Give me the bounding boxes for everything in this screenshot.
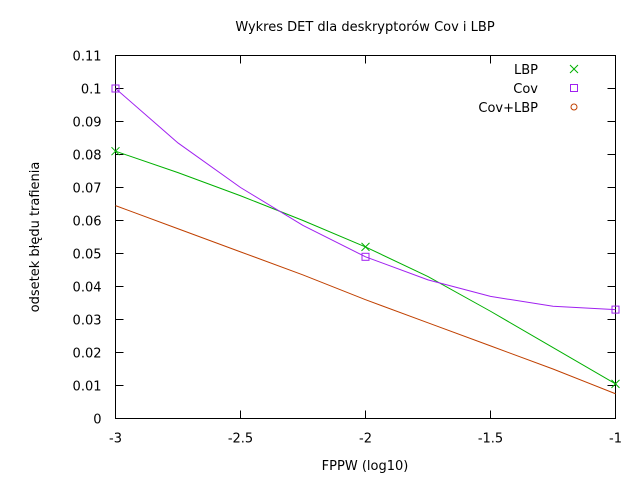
legend-label: Cov+LBP — [478, 101, 538, 116]
legend-label: LBP — [514, 63, 538, 78]
y-tick-label: 0.03 — [73, 314, 102, 329]
x-tick-label: -1 — [609, 432, 622, 447]
y-axis-label: odsetek błędu trafienia — [28, 162, 43, 313]
chart-title: Wykres DET dla deskryptorów Cov i LBP — [235, 20, 495, 35]
data-point — [111, 84, 120, 93]
x-tick-label: -1.5 — [478, 432, 503, 447]
x-tick-label: -2.5 — [228, 432, 253, 447]
y-tick-label: 0 — [93, 413, 101, 428]
data-point — [361, 252, 370, 261]
y-tick-label: 0.02 — [73, 347, 102, 362]
y-tick-label: 0.1 — [81, 83, 102, 98]
series-layer — [111, 84, 620, 395]
series-0 — [111, 146, 620, 389]
series-line — [115, 88, 616, 311]
series-line — [115, 150, 616, 385]
legend: LBP Cov Cov+LBP — [478, 63, 579, 116]
legend-marker — [570, 84, 578, 92]
y-tick-label: 0.08 — [73, 149, 102, 164]
legend-label: Cov — [513, 82, 538, 97]
y-tick-label: 0.07 — [73, 182, 102, 197]
y-tick-label: 0.01 — [73, 380, 102, 395]
y-tick-label: 0.05 — [73, 248, 102, 263]
data-point — [361, 242, 370, 252]
series-line — [115, 205, 616, 395]
data-point — [111, 146, 120, 156]
y-tick-label: 0.11 — [73, 50, 102, 65]
y-tick-label: 0.06 — [73, 215, 102, 230]
series-2 — [115, 205, 616, 395]
data-point — [611, 305, 620, 314]
x-tick-label: -2 — [359, 432, 372, 447]
legend-marker — [569, 64, 579, 74]
series-1 — [111, 84, 620, 314]
x-axis-label: FPPW (log10) — [322, 459, 409, 474]
y-tick-label: 0.04 — [73, 281, 102, 296]
legend-marker — [570, 103, 578, 111]
x-tick-label: -3 — [109, 432, 122, 447]
axis-ticks: -3 -2.5 -2 -1.5 -1 0 0.01 0.02 0.03 0.04 0.05 0.06 0… — [73, 50, 622, 447]
data-point — [611, 379, 620, 389]
y-tick-label: 0.09 — [73, 116, 102, 131]
